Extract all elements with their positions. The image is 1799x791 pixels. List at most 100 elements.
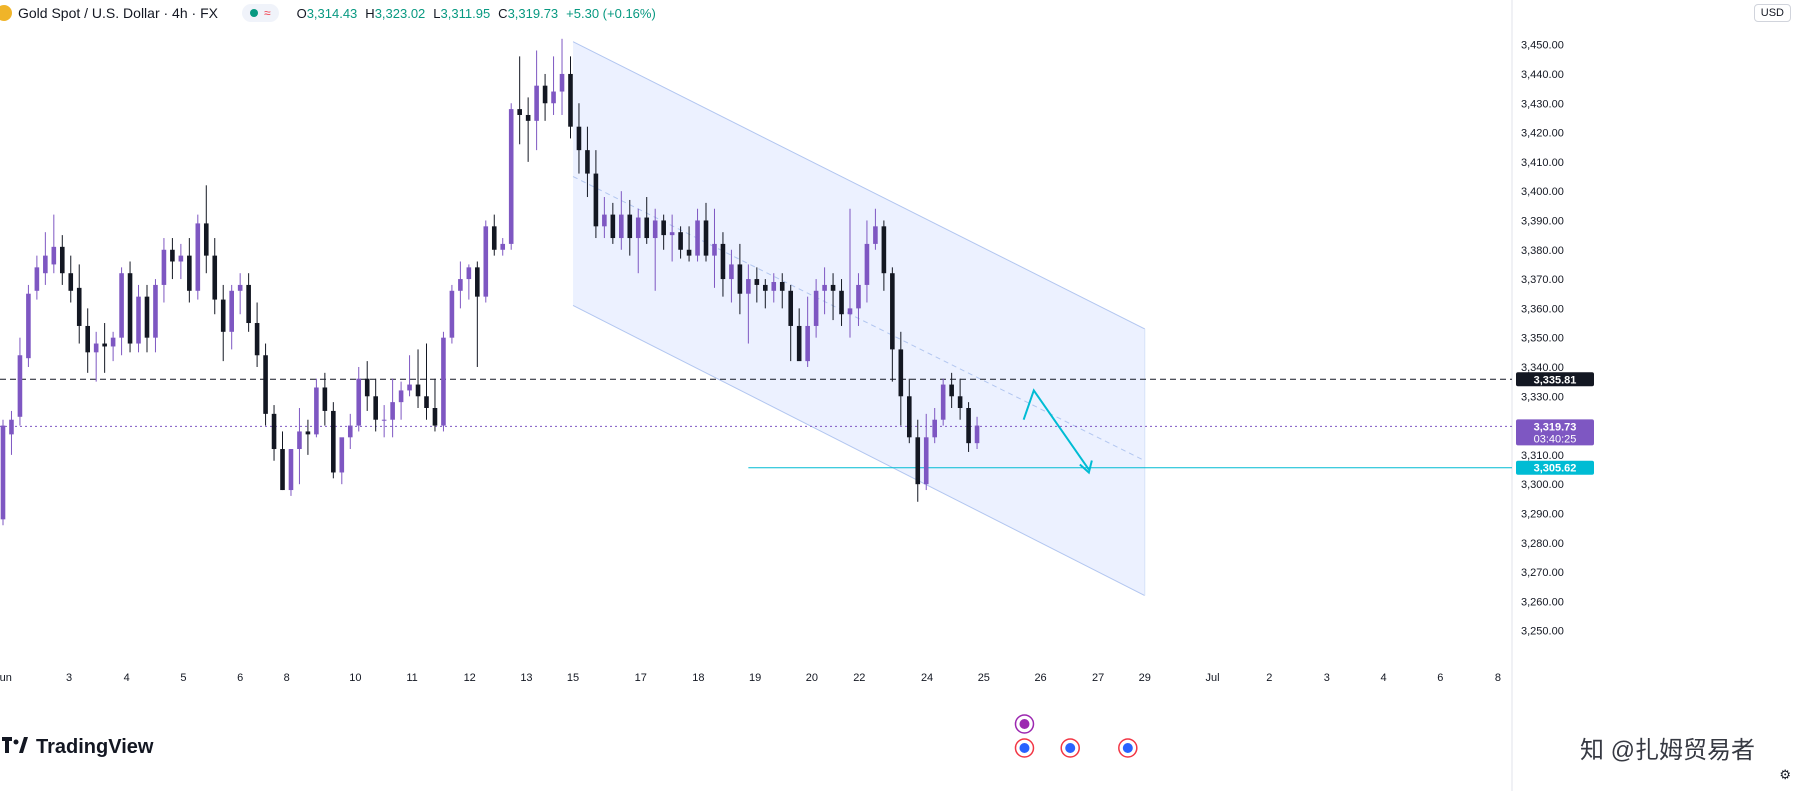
x-tick-label: 10 — [349, 672, 361, 684]
candle-body — [610, 214, 616, 239]
candle-body — [491, 226, 497, 250]
candle-body — [288, 449, 294, 491]
tradingview-logo[interactable]: TradingView — [2, 736, 153, 759]
candle-body — [619, 214, 624, 239]
candle-body — [407, 384, 412, 391]
x-tick-label: 27 — [1092, 672, 1104, 684]
ohlc-close: C3,319.73 — [498, 5, 559, 21]
candle-body — [915, 437, 921, 485]
x-tick-label: 25 — [978, 672, 990, 684]
candle-body — [864, 243, 870, 285]
x-tick-label: Jul — [1205, 672, 1219, 684]
x-tick-label: 19 — [749, 672, 761, 684]
price-line-tag — [1516, 372, 1594, 387]
economic-event-icon — [1060, 738, 1080, 758]
x-tick-label: 17 — [635, 672, 647, 684]
x-tick-label: 6 — [237, 672, 243, 684]
price-line-tag — [1516, 419, 1594, 446]
y-tick-label: 3,430.00 — [1521, 98, 1564, 110]
candle-body — [110, 337, 116, 347]
candle-body — [822, 284, 827, 291]
economic-event-icon — [1014, 738, 1035, 758]
candle-body — [551, 91, 556, 104]
candle-body — [729, 264, 734, 280]
projection-arrowhead — [1079, 460, 1093, 475]
candle-body — [703, 220, 709, 256]
y-tick-label: 3,260.00 — [1521, 596, 1564, 608]
y-tick-label: 3,400.00 — [1521, 186, 1564, 198]
candle-body — [906, 396, 912, 438]
event-flag-icon — [1019, 743, 1030, 753]
x-tick-label: 11 — [406, 672, 417, 684]
candle-body — [314, 387, 319, 435]
y-tick-label: 3,300.00 — [1521, 479, 1564, 491]
candle-body — [873, 226, 878, 244]
candle-body — [678, 232, 683, 250]
candle-body — [59, 246, 65, 274]
y-tick-label: 3,390.00 — [1521, 215, 1564, 227]
candle-body — [966, 408, 971, 444]
y-tick-label: 3,270.00 — [1521, 567, 1564, 579]
candle-body — [17, 355, 23, 417]
candle-body — [381, 419, 387, 421]
y-tick-label: 3,440.00 — [1521, 69, 1564, 81]
candle-body — [771, 282, 777, 291]
candle-body — [271, 413, 277, 450]
candle-body — [34, 267, 40, 291]
candle-body — [347, 425, 353, 438]
candle-body — [390, 402, 395, 420]
y-tick-label: 3,450.00 — [1521, 40, 1564, 52]
candle-body — [203, 223, 209, 256]
y-tick-label: 3,410.00 — [1521, 157, 1564, 169]
candle-body — [424, 396, 429, 408]
x-tick-label: 12 — [464, 672, 476, 684]
ohlc-readout: O3,314.43 H3,323.02 L3,311.95 C3,319.73 … — [297, 6, 656, 21]
y-tick-label: 3,340.00 — [1521, 362, 1564, 374]
gold-icon — [0, 5, 12, 21]
candle-body — [881, 226, 887, 274]
y-tick-label: 3,310.00 — [1521, 450, 1564, 462]
symbol-title[interactable]: Gold Spot / U.S. Dollar · 4h · FX — [18, 5, 218, 21]
projection-arrow — [1022, 388, 1090, 471]
candle-body — [737, 264, 743, 294]
y-tick-label: 3,420.00 — [1521, 128, 1564, 140]
candle-body — [788, 290, 794, 326]
candle-body — [923, 437, 929, 485]
candle-body — [695, 220, 700, 256]
candle-body — [432, 408, 438, 426]
candle-body — [805, 325, 810, 362]
candle-body — [576, 126, 582, 151]
candle-body — [229, 290, 234, 332]
y-tick-label: 3,320.00 — [1521, 421, 1564, 433]
candle-body — [712, 243, 717, 256]
x-tick-label: 6 — [1437, 672, 1443, 684]
x-tick-label: 15 — [567, 672, 579, 684]
x-tick-label: 18 — [692, 672, 704, 684]
price-line-label: 3,305.62 — [1534, 463, 1577, 475]
candle-body — [373, 396, 378, 420]
settings-icon[interactable]: ⚙ — [1779, 767, 1791, 782]
candle-body — [508, 109, 514, 244]
y-tick-label: 3,290.00 — [1521, 508, 1564, 520]
x-tick-label: 26 — [1034, 672, 1046, 684]
x-tick-label: Jun — [0, 672, 12, 684]
candle-body — [746, 279, 751, 294]
candle-body — [796, 325, 802, 362]
candle-body — [0, 425, 6, 520]
currency-selector[interactable]: USD — [1753, 4, 1791, 22]
candle-body — [627, 214, 633, 239]
market-status[interactable]: ≈ — [241, 4, 279, 22]
x-tick-label: 20 — [806, 672, 818, 684]
candle-body — [305, 431, 311, 435]
candle-body — [339, 437, 345, 473]
candle-body — [220, 299, 226, 332]
y-tick-label: 3,280.00 — [1521, 538, 1564, 550]
y-tick-label: 3,350.00 — [1521, 333, 1564, 345]
candle-body — [686, 249, 692, 256]
candle-body — [949, 384, 954, 397]
candle-body — [669, 232, 675, 236]
channel-lower-line — [572, 304, 1145, 596]
candle-body — [559, 73, 565, 92]
y-tick-label: 3,250.00 — [1521, 626, 1564, 638]
